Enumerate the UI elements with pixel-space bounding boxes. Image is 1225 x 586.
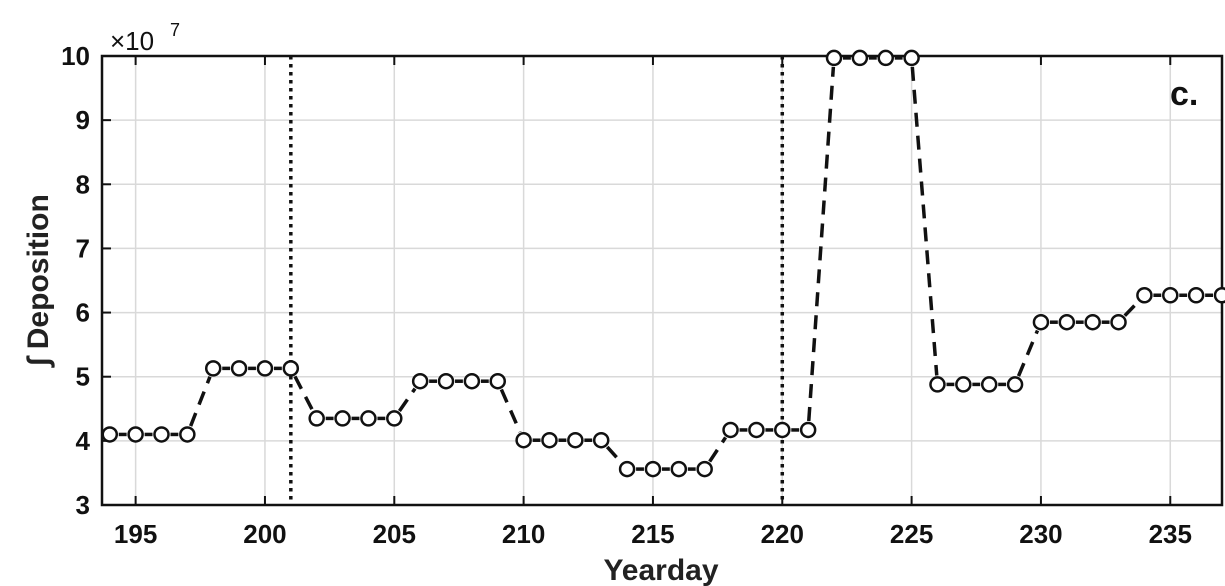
y-tick-label: 8	[76, 169, 90, 199]
x-tick-label: 215	[631, 519, 674, 549]
data-point	[774, 421, 791, 439]
data-point	[851, 49, 869, 67]
data-point	[334, 410, 351, 427]
data-point	[1110, 313, 1127, 331]
y-tick-label: 7	[76, 233, 90, 263]
data-point	[230, 360, 248, 377]
data-series	[101, 49, 1225, 478]
data-point	[1213, 287, 1225, 304]
y-tick-label: 9	[76, 105, 90, 135]
data-point	[929, 376, 946, 393]
series-dash-segment	[397, 387, 417, 413]
x-tick-label: 205	[373, 519, 416, 549]
data-point	[644, 460, 662, 478]
data-point	[903, 49, 920, 67]
y-tick-label: 6	[76, 298, 90, 328]
y-tick-label: 4	[76, 426, 91, 456]
data-point	[256, 360, 274, 377]
data-point	[1084, 313, 1101, 331]
x-tick-label: 225	[890, 519, 933, 549]
series-dash-segment	[1123, 300, 1140, 317]
data-point	[592, 431, 610, 449]
series-dash-segment	[807, 66, 836, 422]
x-tick-label: 230	[1019, 519, 1062, 549]
data-point	[980, 376, 998, 393]
y-axis-label: ∫ Deposition	[22, 194, 55, 368]
data-point	[748, 421, 765, 439]
data-point	[696, 460, 713, 478]
series-dash-segment	[1016, 329, 1040, 377]
x-tick-label: 220	[761, 519, 804, 549]
data-point	[489, 372, 507, 390]
tick-labels: 195 200 205 210 215 220 225 230 235 3 4 5 6 7 8 9 10	[61, 41, 1192, 549]
data-point	[437, 372, 455, 390]
y-multiplier: ×10	[110, 26, 154, 56]
data-point	[670, 460, 688, 478]
data-point	[799, 421, 817, 439]
y-tick-label: 5	[76, 362, 90, 392]
data-point	[411, 372, 429, 390]
x-tick-label: 195	[114, 519, 157, 549]
data-point	[1136, 287, 1153, 304]
data-point	[153, 426, 170, 443]
data-point	[179, 426, 196, 443]
y-tick-label: 3	[76, 490, 90, 520]
series-dash-segment	[293, 375, 315, 412]
series-dash-segment	[708, 436, 728, 463]
plot-frame	[100, 54, 1224, 507]
data-point	[463, 372, 481, 390]
data-point	[386, 410, 403, 427]
data-point	[955, 376, 972, 393]
data-point	[308, 410, 325, 427]
series-dash-segment	[499, 388, 522, 433]
data-point	[877, 49, 894, 67]
data-point	[515, 431, 532, 449]
axis-ticks	[102, 55, 1172, 506]
x-tick-label: 210	[502, 519, 545, 549]
data-point	[618, 460, 636, 478]
data-point	[1032, 313, 1050, 331]
data-point	[1058, 313, 1076, 331]
panel-label: c.	[1170, 75, 1198, 113]
x-tick-label: 235	[1149, 519, 1192, 549]
data-point	[541, 431, 558, 449]
x-tick-label: 200	[243, 519, 286, 549]
series-dash-segment	[189, 376, 212, 427]
y-multiplier-exponent: 7	[170, 20, 180, 40]
y-tick-label: 10	[61, 41, 90, 71]
series-dash-segment	[605, 445, 623, 464]
vertical-marker-lines	[289, 56, 785, 505]
data-point	[722, 421, 739, 439]
data-point	[101, 426, 119, 443]
grid	[102, 55, 1222, 506]
data-point	[204, 360, 222, 377]
data-point	[1006, 376, 1024, 393]
data-point	[825, 49, 843, 67]
data-point	[127, 426, 144, 443]
data-point	[282, 360, 300, 377]
series-dash-segment	[910, 66, 939, 376]
x-axis-label: Yearday	[603, 554, 718, 586]
data-point	[567, 431, 584, 449]
data-point	[1162, 287, 1179, 304]
data-point	[1187, 287, 1205, 304]
data-point	[360, 410, 377, 427]
